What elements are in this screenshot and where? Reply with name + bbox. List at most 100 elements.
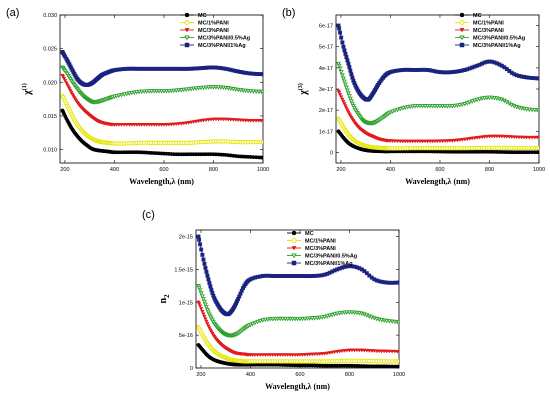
legend-marker: [459, 28, 465, 33]
data-point: [467, 100, 473, 105]
data-point: [201, 299, 207, 305]
data-point: [201, 257, 206, 262]
data-point: [497, 134, 502, 139]
data-point: [396, 349, 399, 354]
data-point: [121, 92, 127, 97]
data-point: [204, 319, 209, 324]
data-point: [315, 352, 320, 357]
y-tick-label: 0: [330, 150, 333, 156]
data-point: [317, 352, 322, 357]
data-point: [203, 265, 208, 270]
chart-panel-2: (b) 200 400 600 800 1000 0 1e-17 2e-17 3e-17 4e-17…: [282, 7, 545, 186]
data-point: [254, 119, 259, 123]
data-point: [474, 136, 480, 140]
y-tick-label: 2e-15: [179, 235, 193, 241]
data-point: [407, 104, 413, 110]
data-point: [494, 134, 500, 139]
series-line: [198, 302, 399, 356]
data-point: [522, 135, 527, 140]
data-point: [260, 119, 263, 123]
data-point: [420, 139, 425, 144]
data-point: [398, 139, 403, 144]
data-point: [422, 139, 428, 144]
data-point: [340, 40, 345, 45]
y-axis-label: n2: [158, 294, 171, 304]
data-point: [203, 118, 209, 123]
data-point: [327, 313, 333, 319]
data-point: [186, 121, 191, 125]
data-point: [202, 302, 208, 308]
data-point: [397, 364, 399, 368]
data-point: [218, 117, 224, 122]
x-tick-label: 1000: [393, 372, 405, 378]
data-point: [132, 123, 137, 127]
data-point: [427, 139, 433, 144]
legend-label: MC/3%PANI/1%Ag: [198, 43, 246, 49]
legend-marker: [184, 20, 190, 25]
x-tick-label: 800: [485, 167, 494, 173]
data-point: [206, 312, 212, 318]
data-point: [442, 139, 448, 144]
data-point: [208, 328, 213, 333]
data-point: [472, 98, 478, 103]
data-point: [119, 123, 124, 127]
legend-marker: [291, 253, 297, 259]
data-point: [122, 123, 127, 127]
data-point: [340, 76, 346, 82]
data-point: [425, 139, 430, 144]
legend-marker: [459, 35, 465, 41]
data-point: [320, 352, 325, 356]
data-point: [257, 318, 263, 324]
data-point: [347, 65, 352, 70]
data-point: [194, 119, 199, 124]
data-point: [344, 348, 350, 353]
y-tick-label: 2e-17: [319, 108, 333, 114]
data-point: [455, 138, 460, 143]
data-point: [499, 134, 504, 139]
series-MC: [336, 129, 539, 155]
data-point: [206, 324, 211, 329]
panel-label: (a): [6, 7, 19, 19]
data-point: [392, 139, 398, 144]
data-point: [332, 350, 337, 355]
data-point: [454, 103, 460, 108]
data-point: [346, 110, 351, 115]
legend-marker: [291, 260, 297, 266]
data-point: [181, 121, 186, 126]
data-point: [469, 99, 475, 104]
data-point: [452, 103, 458, 109]
data-point: [174, 122, 179, 127]
data-point: [324, 314, 330, 319]
data-point: [255, 353, 260, 358]
data-point: [263, 353, 268, 358]
series-MC: [60, 108, 263, 160]
data-point: [204, 307, 210, 313]
legend-marker: [459, 12, 465, 18]
series-MC/3%PANI/0.5%Ag: [60, 65, 263, 105]
data-point: [197, 237, 202, 242]
data-point: [265, 353, 270, 358]
data-point: [146, 123, 152, 127]
data-point: [166, 122, 172, 127]
data-point: [154, 123, 159, 127]
data-point: [211, 117, 216, 122]
data-point: [536, 145, 539, 151]
data-point: [343, 85, 349, 91]
data-point: [200, 297, 206, 302]
data-point: [124, 123, 129, 127]
data-point: [310, 352, 315, 357]
data-point: [290, 353, 295, 358]
data-point: [374, 349, 379, 354]
data-point: [322, 314, 328, 320]
data-point: [184, 121, 189, 126]
data-point: [334, 349, 340, 354]
data-point: [201, 118, 206, 123]
data-point: [270, 353, 275, 358]
data-point: [317, 315, 323, 321]
data-point: [319, 315, 325, 320]
data-point: [261, 155, 263, 160]
legend-label: MC/3%PANI/0.5%Ag: [473, 36, 525, 42]
data-point: [159, 123, 164, 127]
data-point: [199, 294, 205, 299]
data-point: [337, 92, 343, 97]
